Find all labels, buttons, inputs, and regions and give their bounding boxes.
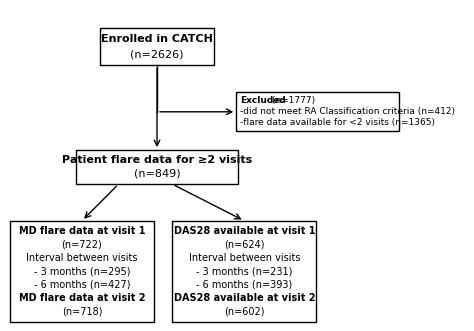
Text: DAS28 available at visit 1: DAS28 available at visit 1 <box>173 226 315 236</box>
FancyBboxPatch shape <box>100 28 214 66</box>
FancyBboxPatch shape <box>10 221 154 322</box>
FancyBboxPatch shape <box>236 92 399 131</box>
Text: MD flare data at visit 2: MD flare data at visit 2 <box>18 293 145 303</box>
Text: Patient flare data for ≥2 visits: Patient flare data for ≥2 visits <box>62 155 252 165</box>
Text: - 6 months (n=393): - 6 months (n=393) <box>196 280 292 290</box>
Text: Enrolled in CATCH: Enrolled in CATCH <box>101 34 213 44</box>
Text: (n=1777): (n=1777) <box>269 96 316 105</box>
Text: (n=602): (n=602) <box>224 307 264 317</box>
Text: - 6 months (n=427): - 6 months (n=427) <box>34 280 130 290</box>
Text: (n=722): (n=722) <box>62 239 102 249</box>
Text: -did not meet RA Classification criteria (n=412): -did not meet RA Classification criteria… <box>240 107 455 116</box>
Text: DAS28 available at visit 2: DAS28 available at visit 2 <box>173 293 315 303</box>
Text: - 3 months (n=295): - 3 months (n=295) <box>34 266 130 276</box>
Text: Excluded: Excluded <box>240 96 286 105</box>
Text: -flare data available for <2 visits (n=1365): -flare data available for <2 visits (n=1… <box>240 118 435 127</box>
FancyBboxPatch shape <box>76 150 238 184</box>
Text: - 3 months (n=231): - 3 months (n=231) <box>196 266 292 276</box>
Text: MD flare data at visit 1: MD flare data at visit 1 <box>18 226 145 236</box>
Text: (n=624): (n=624) <box>224 239 264 249</box>
Text: Interval between visits: Interval between visits <box>26 253 137 263</box>
Text: (n=849): (n=849) <box>134 169 180 179</box>
Text: (n=2626): (n=2626) <box>130 49 184 59</box>
Text: (n=718): (n=718) <box>62 307 102 317</box>
FancyBboxPatch shape <box>172 221 316 322</box>
Text: Interval between visits: Interval between visits <box>189 253 300 263</box>
